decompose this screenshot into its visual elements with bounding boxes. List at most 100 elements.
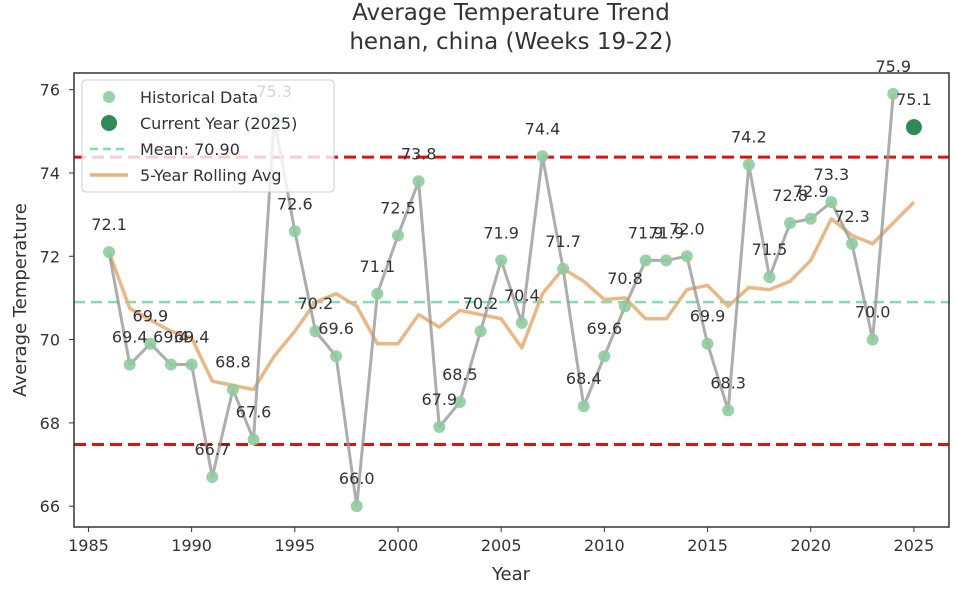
historical-point [495,254,508,267]
chart-subtitle: henan, china (Weeks 19-22) [349,29,672,55]
historical-point [123,358,136,371]
historical-point [557,262,570,275]
x-tick-label: 1985 [68,536,109,555]
data-label: 71.9 [628,223,664,242]
historical-point [887,87,900,100]
data-label: 69.6 [587,319,623,338]
data-label: 71.9 [648,223,684,242]
plot-frame [73,72,950,528]
historical-point [453,396,466,409]
y-tick-label: 76 [40,81,60,100]
data-label: 68.3 [710,373,746,392]
data-label: 73.3 [814,165,850,184]
y-tick-label: 68 [40,414,60,433]
historical-point [804,212,817,225]
legend-entry: 5-Year Rolling Avg [140,166,282,185]
x-tick-label: 2010 [584,536,625,555]
rolling-average-layer [107,200,916,392]
data-label: 72.6 [277,194,313,213]
historical-point [433,421,446,434]
x-axis-title: Year [491,564,531,585]
legend-box [81,79,335,193]
data-label: 68.5 [442,365,478,384]
x-tick-label: 2020 [790,536,831,555]
legend-current-marker [101,115,117,131]
chart-title: Average Temperature Trend [352,0,670,26]
historical-point [391,229,404,242]
data-labels-layer: 72.169.469.969.469.466.768.867.675.372.6… [91,57,931,488]
y-tick-label: 74 [40,164,60,183]
data-label: 71.7 [545,232,581,251]
y-axis-title: Average Temperature [10,203,31,397]
historical-point [639,254,652,267]
historical-point [474,325,487,338]
historical-point [309,325,322,338]
historical-point [350,500,363,513]
historical-point [825,196,838,209]
y-tick-label: 66 [40,497,60,516]
x-tick-label: 1995 [274,536,315,555]
data-label: 66.0 [339,469,375,488]
data-label: 73.8 [401,144,437,163]
historical-point [206,471,219,484]
data-label: 72.0 [669,219,705,238]
historical-point [619,300,632,313]
data-label: 69.9 [133,307,169,326]
y-tick-label: 72 [40,247,60,266]
historical-point [577,400,590,413]
data-label: 67.9 [421,390,457,409]
historical-point [846,237,859,250]
historical-point [164,358,177,371]
legend-entry: Current Year (2025) [140,114,297,133]
data-label: 75.1 [896,90,932,109]
historical-point [247,433,260,446]
historical-point [103,246,116,259]
historical-series-layer [103,87,922,513]
data-label: 70.2 [463,294,499,313]
data-label: 74.2 [731,128,767,147]
data-label: 69.4 [174,328,210,347]
historical-point [515,316,528,329]
historical-point [784,216,797,229]
x-tick-label: 2015 [687,536,728,555]
historical-point [866,333,879,346]
data-label: 66.7 [194,440,230,459]
historical-point [742,158,755,171]
historical-point [536,150,549,163]
historical-point [598,350,611,363]
historical-point [660,254,673,267]
legend-historical-marker [103,91,115,103]
historical-point [680,250,693,263]
legend-entry: Historical Data [140,88,258,107]
data-label: 72.8 [772,186,808,205]
data-label: 69.4 [153,328,189,347]
x-tick-label: 2005 [481,536,522,555]
data-label: 67.6 [236,403,272,422]
data-label: 75.9 [875,57,911,76]
data-label: 72.1 [91,215,127,234]
historical-point [701,337,714,350]
historical-point [185,358,198,371]
data-label: 69.6 [318,319,354,338]
historical-point [144,337,157,350]
current-year-point [905,119,922,136]
historical-point [722,404,735,417]
legend: Historical Data Current Year (2025) Mean: … [81,79,335,193]
y-tick-label: 70 [40,331,60,350]
x-tick-label: 1990 [171,536,212,555]
data-label: 70.0 [855,303,891,322]
data-label: 72.9 [793,182,829,201]
data-label: 71.1 [360,257,396,276]
historical-point [226,383,239,396]
data-label: 70.4 [504,286,540,305]
data-label: 68.4 [566,369,602,388]
x-tick-label: 2025 [894,536,935,555]
data-label: 72.3 [834,207,870,226]
historical-point [288,225,301,238]
x-tick-label: 2000 [378,536,419,555]
data-label: 71.5 [752,240,788,259]
data-label: 68.8 [215,353,251,372]
historical-point [330,350,343,363]
